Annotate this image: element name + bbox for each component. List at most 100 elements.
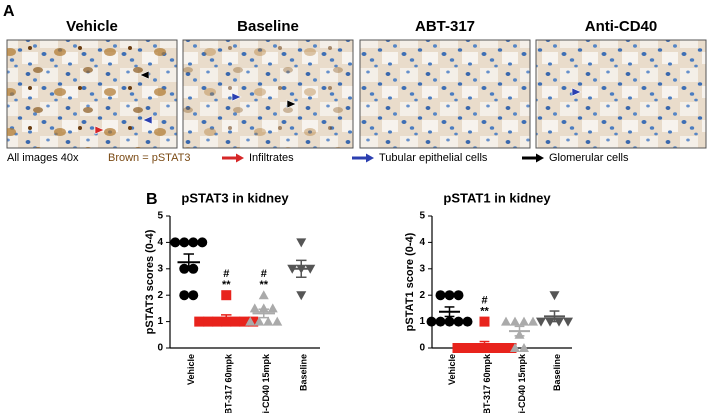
point (528, 316, 538, 326)
point (230, 316, 241, 327)
y-axis-label: pSTAT1 score (0-4) (404, 232, 416, 331)
stain-overlay (7, 40, 177, 148)
legend-label: Tubular epithelial cells (379, 152, 488, 164)
stain-overlay (183, 40, 353, 148)
image-title: Vehicle (66, 18, 118, 35)
point (549, 291, 560, 301)
point (194, 316, 205, 327)
y-tick-label: 1 (157, 316, 163, 327)
y-tick-label: 0 (157, 343, 163, 354)
x-tick-label: ABT-317 60mpk (482, 353, 492, 413)
point (444, 290, 455, 301)
point (197, 237, 208, 248)
point (248, 316, 259, 327)
point (453, 316, 464, 327)
point (563, 317, 573, 327)
chart-title: pSTAT3 in kidney (181, 190, 289, 205)
point (536, 317, 546, 327)
y-tick-label: 2 (157, 290, 163, 301)
point (435, 290, 446, 301)
point (179, 237, 190, 248)
x-tick-label: Vehicle (447, 354, 457, 385)
point (267, 303, 278, 313)
y-tick-label: 3 (157, 263, 163, 274)
point (479, 316, 490, 327)
point (179, 263, 190, 274)
significance-mark: ** (259, 279, 268, 291)
x-tick-label: Vehicle (186, 354, 196, 385)
point (203, 316, 214, 327)
y-tick-label: 5 (157, 211, 163, 222)
stain-note: Brown = pSTAT3 (108, 152, 190, 164)
arrow (139, 70, 150, 80)
point (258, 303, 269, 313)
point (170, 237, 181, 248)
point (296, 238, 307, 248)
micrograph (359, 39, 531, 149)
legend-label: Infiltrates (249, 152, 294, 164)
dot-plot: pSTAT1 in kidney pSTAT1 score (0-4) 0 1 2 3 4 5… (404, 190, 573, 418)
significance-mark: # (481, 295, 487, 307)
legend-label: Glomerular cells (549, 152, 629, 164)
legend: All images 40x Brown = pSTAT3 Infiltrates T… (7, 152, 629, 164)
y-tick-label: 4 (157, 237, 163, 248)
x-tick-label: Baseline (552, 354, 562, 391)
significance-mark: # (223, 268, 229, 280)
point (188, 237, 199, 248)
point (272, 316, 283, 326)
x-tick-label: Baseline (299, 354, 309, 391)
point (461, 343, 472, 353)
point (462, 316, 473, 327)
image-title: Baseline (237, 18, 299, 35)
significance-mark: ** (480, 306, 489, 318)
arrow (286, 99, 297, 109)
image-title: Anti-CD40 (585, 18, 658, 35)
point (188, 290, 199, 301)
chart-title: pSTAT1 in kidney (443, 190, 551, 205)
point (296, 291, 307, 301)
point (426, 316, 437, 327)
point (506, 343, 517, 353)
point (188, 263, 199, 274)
point (258, 290, 269, 300)
point (239, 316, 250, 327)
dot-plot: pSTAT3 in kidney pSTAT3 scores (0-4)0 1 2 3 4… (144, 190, 320, 418)
point (435, 316, 446, 327)
point (510, 343, 520, 352)
point (519, 316, 529, 326)
point (254, 316, 265, 326)
point (510, 316, 520, 326)
image-title: ABT-317 (415, 18, 475, 35)
x-tick-label: Anti-CD40 15mpk (261, 353, 271, 413)
point (245, 316, 256, 326)
significance-mark: ** (222, 279, 231, 291)
arrow (231, 92, 242, 102)
point (221, 290, 232, 301)
x-tick-label: ABT-317 60mpk (224, 353, 234, 413)
arrow (571, 87, 582, 97)
point (488, 343, 499, 353)
point (470, 343, 481, 353)
micrograph (535, 39, 707, 149)
point (497, 343, 508, 353)
arrow (94, 125, 105, 135)
panel-label: A (3, 3, 15, 20)
micrograph-row: Vehicle Baseline ABT-317 Anti-CD40 (6, 18, 707, 149)
point (519, 343, 529, 352)
point (501, 316, 511, 326)
y-axis-label: pSTAT3 scores (0-4) (144, 229, 156, 334)
y-tick-label: 1 (419, 316, 425, 327)
point (453, 290, 464, 301)
point (263, 316, 274, 326)
panel-label: B (146, 191, 158, 208)
note: All images 40x (7, 152, 79, 164)
y-tick-label: 4 (419, 237, 425, 248)
y-tick-label: 0 (419, 343, 425, 354)
point (452, 343, 463, 353)
legend-arrow (522, 153, 544, 163)
significance-mark: # (261, 268, 267, 280)
point (444, 316, 455, 327)
point (249, 303, 260, 313)
